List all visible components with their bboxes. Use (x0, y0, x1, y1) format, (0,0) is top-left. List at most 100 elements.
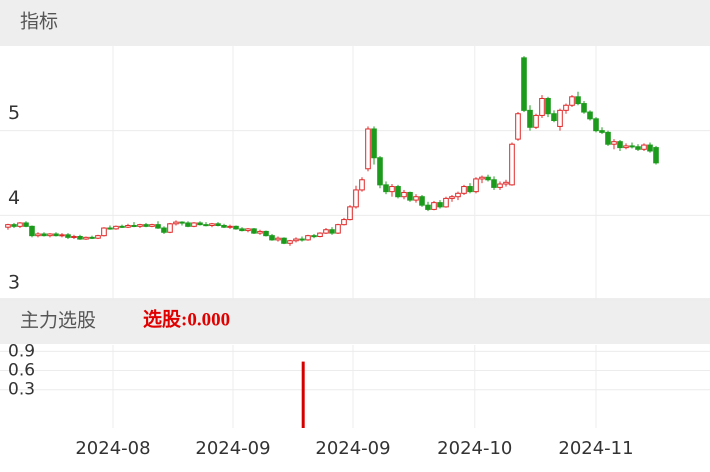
candle-body (521, 57, 527, 111)
candle-body (575, 96, 581, 105)
candle-body (503, 181, 509, 185)
candle-body (593, 118, 599, 132)
candle-body (371, 128, 377, 159)
candle-body (251, 228, 257, 234)
y-tick-label: 5 (8, 102, 20, 124)
candle-body (119, 225, 125, 228)
candle-body (305, 235, 311, 241)
candle-body (569, 96, 575, 106)
candle-body (347, 206, 353, 221)
candle-body (293, 238, 299, 242)
candle-body (59, 234, 65, 237)
candle-body (335, 224, 341, 234)
candle-body (605, 131, 611, 145)
candle-body (263, 230, 269, 237)
candle-body (623, 145, 629, 149)
candle-body (359, 179, 365, 191)
candle-body (173, 221, 179, 225)
candle-body (629, 145, 635, 148)
candle-body (83, 236, 89, 240)
candle-body (557, 109, 563, 127)
candle-body (329, 229, 335, 234)
candle-body (125, 224, 131, 228)
candle-body (29, 225, 35, 237)
candle-body (17, 222, 23, 227)
panel-title: 主力选股 (20, 310, 96, 332)
candle-body (461, 186, 467, 194)
candle-body (383, 184, 389, 193)
y-tick-label: 4 (8, 187, 20, 209)
candle-body (491, 179, 497, 188)
x-tick-label: 2024-11 (558, 438, 633, 459)
candle-body (107, 227, 113, 230)
candle-body (47, 233, 53, 237)
y-tick-label: 0.6 (8, 361, 35, 381)
candle-body (401, 191, 407, 198)
candle-body (425, 204, 431, 210)
candle-body (299, 238, 305, 241)
selector-header (0, 298, 710, 344)
candle-body (311, 235, 317, 238)
candle-body (641, 144, 647, 150)
candle-body (41, 233, 47, 237)
candle-body (95, 235, 101, 239)
x-tick-label: 2024-09 (315, 438, 390, 459)
x-tick-label: 2024-09 (195, 438, 270, 459)
candle-body (269, 235, 275, 241)
candle-body (317, 232, 323, 237)
candle-body (479, 176, 485, 180)
candle-body (485, 176, 491, 181)
candle-body (551, 113, 557, 122)
candle-body (257, 230, 263, 234)
candle-body (353, 189, 359, 208)
candle-body (611, 141, 617, 145)
candle-body (323, 229, 329, 234)
candle-body (635, 146, 641, 150)
candle-body (341, 219, 347, 226)
x-tick-label: 2024-10 (437, 438, 512, 459)
candle-body (497, 183, 503, 188)
candle-body (239, 228, 245, 232)
candle-body (365, 128, 371, 170)
candle-body (581, 103, 587, 113)
candle-body (155, 224, 161, 229)
candle-body (545, 97, 551, 115)
candle-body (131, 224, 137, 227)
candle-body (191, 222, 197, 227)
candle-body (377, 157, 383, 186)
candle-body (35, 233, 41, 237)
candle-body (161, 227, 167, 233)
signal-bar (301, 361, 305, 428)
candle-body (467, 186, 473, 193)
candle-body (11, 224, 17, 227)
candle-body (233, 225, 239, 230)
candle-body (443, 197, 449, 208)
candle-body (203, 224, 209, 227)
candle-body (419, 196, 425, 206)
candle-body (653, 147, 659, 164)
candle-body (77, 236, 83, 240)
candle-body (65, 234, 71, 238)
candle-body (533, 114, 539, 128)
candle-body (149, 224, 155, 227)
candle-body (71, 236, 77, 238)
candle-body (515, 113, 521, 140)
candle-body (599, 130, 605, 133)
indicator-header (0, 0, 710, 46)
candle-body (245, 228, 251, 232)
candle-body (563, 104, 569, 111)
candle-body (527, 109, 533, 128)
candle-body (281, 237, 287, 244)
candle-body (455, 192, 461, 198)
candle-body (113, 225, 119, 230)
candle-body (5, 224, 11, 228)
candle-body (437, 202, 443, 208)
candle-body (647, 144, 653, 152)
candle-body (137, 224, 143, 227)
candle-body (413, 196, 419, 201)
candle-body (143, 224, 149, 227)
y-tick-label: 0.9 (8, 341, 35, 361)
candle-body (509, 143, 515, 186)
candle-body (275, 237, 281, 241)
candle-body (53, 233, 59, 237)
